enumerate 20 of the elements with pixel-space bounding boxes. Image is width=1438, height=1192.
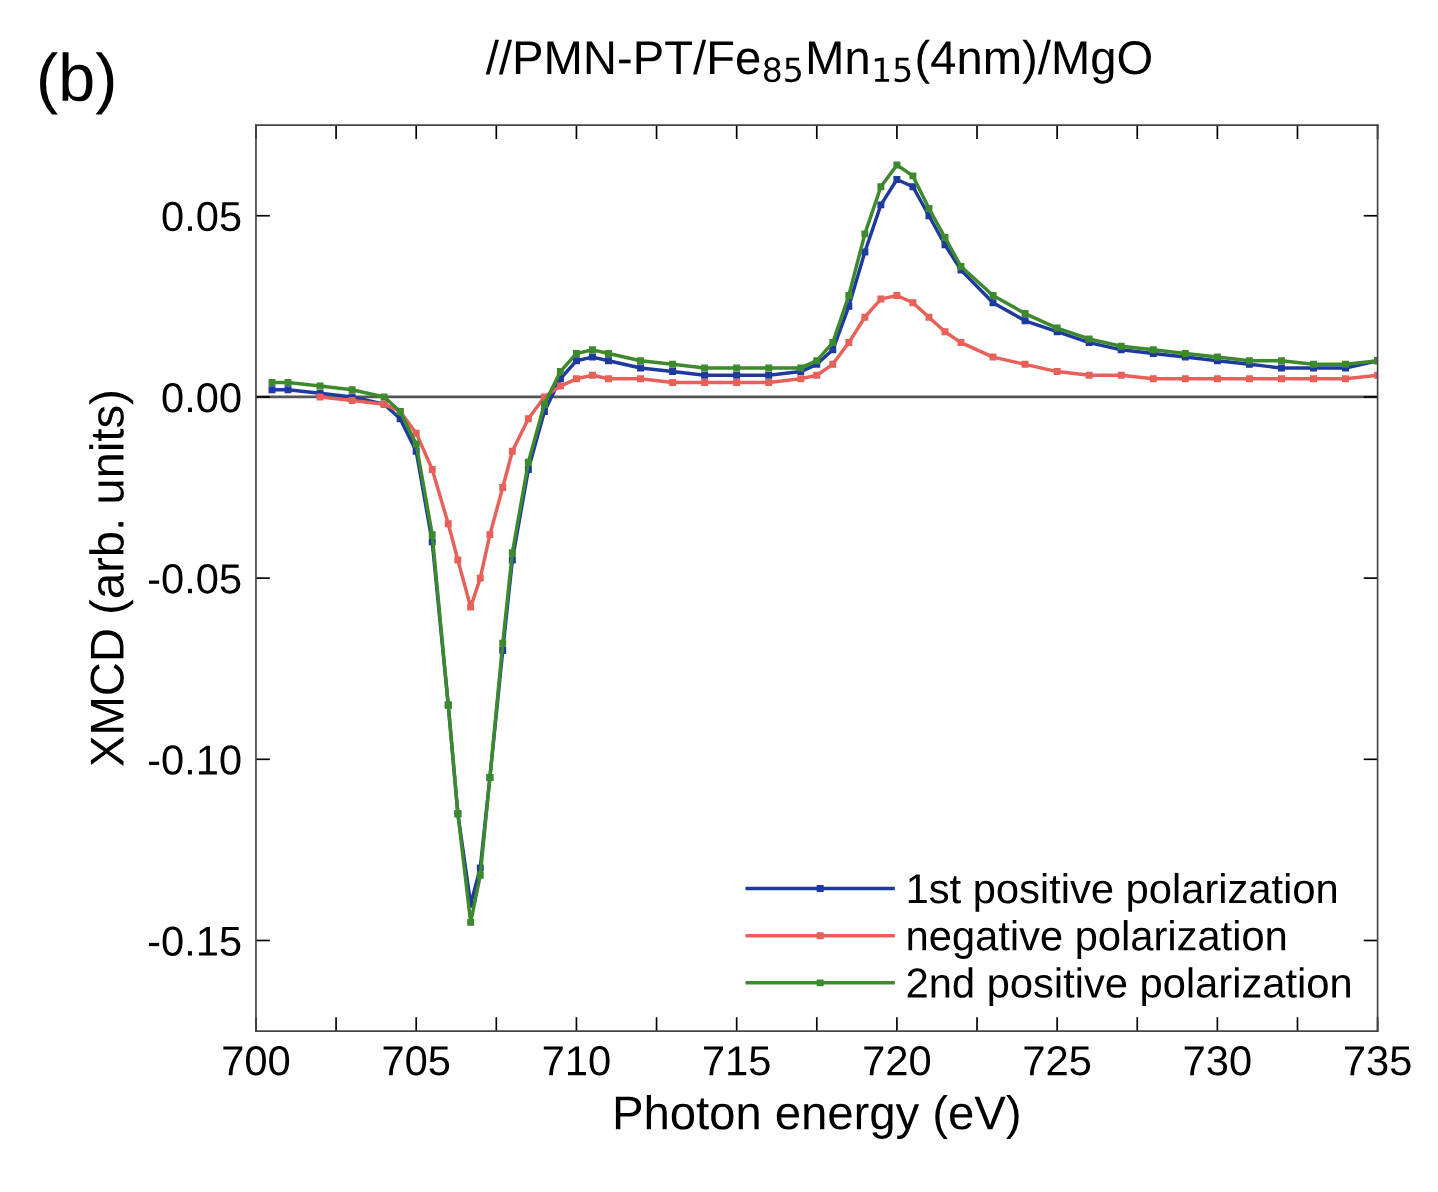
y-tick-label: 0.05	[162, 201, 241, 232]
y-tick-label: -0.05	[148, 564, 241, 594]
legend-label: 2nd positive polarization	[907, 967, 1350, 1007]
x-tick-label: 700	[223, 1046, 290, 1076]
y-axis-title: XMCD (arb. units)	[89, 392, 134, 766]
x-tick-label: 720	[864, 1046, 931, 1076]
x-tick-label: 725	[1024, 1046, 1091, 1076]
legend-label: 1st positive polarization	[908, 872, 1336, 912]
x-tick-label: 730	[1184, 1046, 1251, 1076]
y-tick-label: 0.00	[162, 382, 241, 413]
chart-title: //PMN-PT/Fe$_{85}$Mn$_{15}$(4nm)/MgO	[485, 39, 1151, 84]
y-tick-label: -0.15	[148, 926, 241, 956]
text: (b)	[40, 52, 114, 115]
legend-label: negative polarization	[908, 920, 1286, 959]
x-tick-label: 715	[704, 1046, 770, 1076]
x-axis-title: Photon energy (eV)	[615, 1094, 1019, 1139]
x-tick-label: 710	[543, 1046, 610, 1076]
x-tick-label: 705	[383, 1046, 450, 1076]
x-tick-label: 735	[1344, 1046, 1411, 1076]
y-tick-label: -0.10	[148, 745, 241, 775]
